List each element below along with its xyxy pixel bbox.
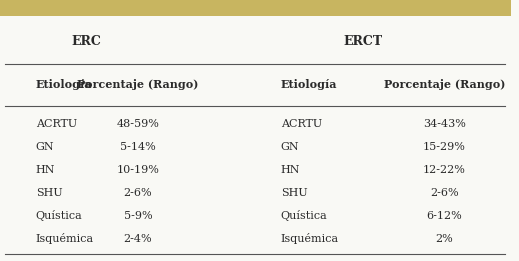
Text: 34-43%: 34-43% bbox=[423, 119, 466, 129]
Text: 15-29%: 15-29% bbox=[423, 142, 466, 152]
Text: Etiología: Etiología bbox=[281, 79, 337, 90]
Text: 5-9%: 5-9% bbox=[124, 211, 152, 221]
Text: ACRTU: ACRTU bbox=[36, 119, 77, 129]
Text: 6-12%: 6-12% bbox=[426, 211, 462, 221]
Text: HN: HN bbox=[36, 165, 55, 175]
Text: GN: GN bbox=[36, 142, 54, 152]
Text: 10-19%: 10-19% bbox=[116, 165, 159, 175]
Text: SHU: SHU bbox=[281, 188, 307, 198]
Text: Etiología: Etiología bbox=[36, 79, 92, 90]
Text: Quística: Quística bbox=[281, 210, 327, 221]
Text: ERCT: ERCT bbox=[343, 35, 382, 48]
Text: 5-14%: 5-14% bbox=[120, 142, 156, 152]
Text: 12-22%: 12-22% bbox=[423, 165, 466, 175]
Text: 48-59%: 48-59% bbox=[116, 119, 159, 129]
Text: HN: HN bbox=[281, 165, 301, 175]
Text: Porcentaje (Rango): Porcentaje (Rango) bbox=[77, 79, 199, 90]
Text: 2%: 2% bbox=[435, 234, 453, 244]
Text: SHU: SHU bbox=[36, 188, 62, 198]
Text: GN: GN bbox=[281, 142, 299, 152]
Text: Porcentaje (Rango): Porcentaje (Rango) bbox=[384, 79, 505, 90]
FancyBboxPatch shape bbox=[0, 0, 511, 16]
Text: 2-6%: 2-6% bbox=[430, 188, 458, 198]
Text: 2-6%: 2-6% bbox=[124, 188, 152, 198]
Text: 2-4%: 2-4% bbox=[124, 234, 152, 244]
Text: ERC: ERC bbox=[72, 35, 102, 48]
Text: ACRTU: ACRTU bbox=[281, 119, 322, 129]
Text: Isquémica: Isquémica bbox=[281, 233, 339, 244]
Text: Quística: Quística bbox=[36, 210, 83, 221]
Text: Isquémica: Isquémica bbox=[36, 233, 94, 244]
